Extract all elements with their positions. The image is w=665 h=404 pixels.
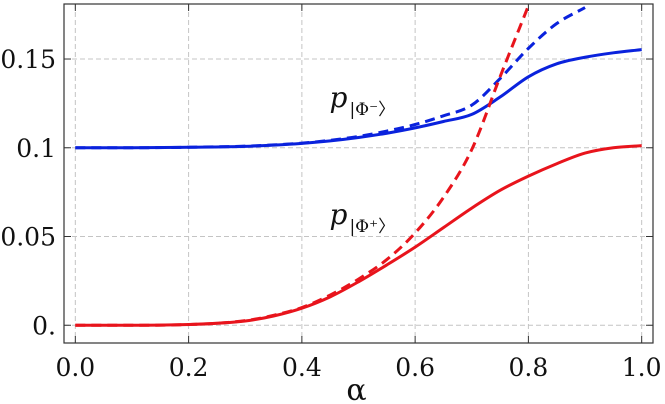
plot-frame	[63, 3, 654, 344]
series-line-dashed	[75, 6, 586, 150]
annotation-symbol: p	[330, 198, 348, 231]
y-tick-label: 0.	[32, 311, 56, 340]
x-axis-label: α	[346, 373, 366, 404]
curve-annotation: p |Φ⁻〉	[330, 81, 396, 120]
x-tick-label: 0.4	[282, 353, 322, 382]
axis-ticks: 0.0 0.2 0.4 0.6 0.8 1.0 0. 0.05 0.1 0.15	[0, 4, 662, 382]
series-line	[75, 48, 642, 150]
series-layer	[75, 5, 642, 327]
curve-annotation: p |Φ⁺〉	[330, 198, 396, 237]
x-tick-label: 0.8	[509, 353, 549, 382]
y-tick-label: 0.05	[0, 223, 56, 252]
annotation-subscript: |Φ⁻〉	[349, 100, 395, 120]
series-line-dashed	[75, 5, 530, 327]
curve-annotations: p |Φ⁻〉p |Φ⁺〉	[330, 81, 396, 237]
annotation-symbol: p	[330, 81, 348, 114]
y-tick-label: 0.15	[0, 45, 56, 74]
y-tick-label: 0.1	[16, 134, 56, 163]
grid	[64, 4, 653, 343]
x-tick-label: 0.2	[169, 353, 209, 382]
x-tick-label: 0.0	[55, 353, 95, 382]
annotation-subscript: |Φ⁺〉	[349, 217, 395, 237]
x-tick-label: 0.6	[395, 353, 435, 382]
x-tick-label: 1.0	[622, 353, 662, 382]
